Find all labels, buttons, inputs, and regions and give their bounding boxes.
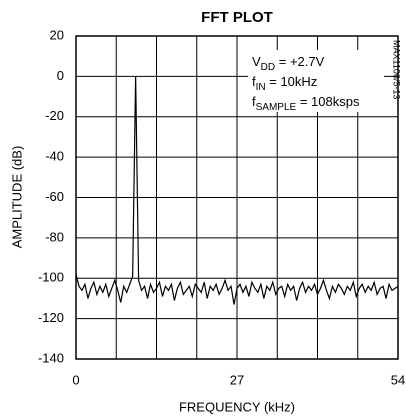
y-tick-label: 0: [57, 68, 64, 83]
annotation-sub: SAMPLE: [256, 102, 297, 113]
x-tick-label: 0: [72, 372, 79, 387]
y-tick-label: -80: [45, 229, 64, 244]
annotation-base: V: [252, 54, 261, 69]
annotation: fIN = 10kHz: [252, 74, 317, 92]
x-axis-label: FREQUENCY (kHz): [179, 399, 295, 414]
y-tick-label: 20: [50, 27, 64, 42]
plot-frame: [75, 35, 399, 360]
y-tick-label: -100: [38, 270, 64, 285]
spectrum-line: [75, 76, 399, 305]
annotation-text: = 10kHz: [266, 74, 318, 89]
y-tick-label: -40: [45, 149, 64, 164]
annotation-sub: DD: [261, 62, 275, 73]
y-tick-label: -20: [45, 108, 64, 123]
y-tick-label: -140: [38, 350, 64, 365]
figure-id: MAX1106/5-13: [392, 40, 402, 99]
chart-title: FFT PLOT: [201, 9, 273, 26]
annotation: VDD = +2.7V: [252, 54, 325, 72]
annotation-base: f: [252, 94, 256, 109]
y-tick-label: -120: [38, 310, 64, 325]
annotation-sub: IN: [256, 82, 266, 93]
y-axis-label: AMPLITUDE (dB): [9, 146, 24, 249]
annotation-base: f: [252, 74, 256, 89]
annotation-box: [248, 50, 384, 112]
y-tick-label: -60: [45, 189, 64, 204]
x-tick-label: 54: [391, 372, 405, 387]
annotation: fSAMPLE = 108ksps: [252, 94, 360, 112]
x-tick-label: 27: [230, 372, 244, 387]
annotation-text: = 108ksps: [296, 94, 360, 109]
annotation-text: = +2.7V: [275, 54, 324, 69]
